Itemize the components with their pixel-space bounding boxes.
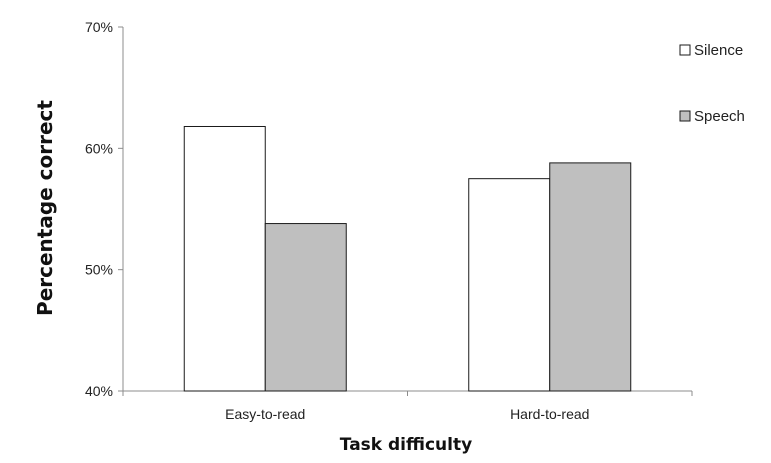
y-tick-label: 70% (85, 19, 113, 35)
y-tick-label: 50% (85, 262, 113, 278)
bar-speech-hard-to-read (549, 162, 632, 392)
y-tick-label: 40% (85, 383, 113, 399)
legend-swatch-silence (679, 44, 691, 56)
legend-swatch-speech (679, 110, 691, 122)
bar-speech-easy-to-read (264, 223, 347, 392)
y-tick-label: 60% (85, 140, 113, 156)
x-tick-label: Hard-to-read (510, 406, 589, 422)
bars (183, 125, 632, 392)
x-tick-label: Easy-to-read (225, 406, 305, 422)
legend-label-speech: Speech (694, 108, 745, 125)
bar-silence-hard-to-read (468, 178, 551, 392)
legend-label-silence: Silence (694, 42, 743, 59)
tick-labels: 40% 50% 60% 70% Easy-to-read Hard-to-read (85, 19, 589, 422)
y-axis-title: Percentage correct (33, 100, 57, 316)
legend: Silence Speech (679, 42, 745, 125)
bar-silence-easy-to-read (183, 125, 266, 392)
x-axis-title: Task difficulty (340, 435, 472, 455)
